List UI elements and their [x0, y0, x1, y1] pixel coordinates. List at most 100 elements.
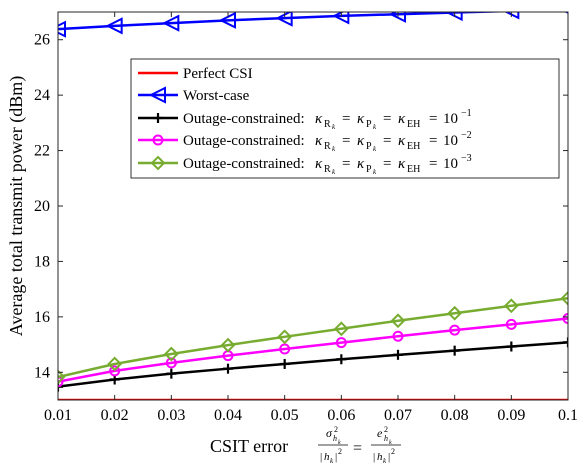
x-tick-label: 0.08 [441, 407, 469, 424]
svg-text:=: = [383, 111, 391, 127]
tick-layer: 0.01 0.02 0.03 0.04 0.05 0.06 0.07 0.08 0.09 0.1 1… [34, 12, 578, 424]
data-point [220, 337, 236, 353]
svg-text:k: k [332, 145, 336, 153]
legend-entry-1: Worst-case [138, 86, 250, 104]
svg-text:|: | [320, 451, 322, 463]
legend-marker [148, 86, 166, 104]
svg-text:=: = [429, 156, 437, 172]
y-tick-label: 22 [34, 143, 50, 160]
series-layer [58, 12, 568, 400]
data-point [333, 321, 349, 337]
series-3 [58, 313, 568, 388]
data-point [107, 356, 123, 372]
svg-text:k: k [373, 145, 377, 153]
data-point [279, 358, 290, 369]
y-tick-label: 24 [34, 87, 50, 104]
data-point [336, 354, 347, 365]
data-point [109, 365, 121, 377]
svg-text:2: 2 [334, 425, 338, 434]
legend-label: Perfect CSI [183, 66, 253, 82]
series-line [58, 341, 568, 388]
y-tick-label: 26 [34, 32, 50, 49]
y-tick-label: 18 [34, 253, 50, 270]
svg-text:σ: σ [326, 426, 333, 440]
x-tick-label: 0.01 [44, 407, 72, 424]
svg-text:R: R [324, 164, 331, 175]
svg-text:κ: κ [357, 111, 365, 127]
data-point [447, 305, 463, 321]
legend-label: Worst-case [183, 88, 250, 104]
data-point [393, 349, 403, 360]
data-point [58, 369, 66, 385]
data-point [166, 368, 177, 379]
svg-text:2: 2 [391, 447, 395, 456]
x-tick-label: 0.03 [157, 407, 185, 424]
svg-text:P: P [366, 119, 372, 130]
data-point [223, 363, 233, 374]
svg-text:h: h [333, 434, 337, 443]
svg-text:e: e [377, 426, 383, 440]
svg-text:R: R [324, 119, 331, 130]
y-axis-label: Average total transmit power (dBm) [6, 76, 27, 337]
x-tick-label: 0.06 [327, 407, 355, 424]
legend-box [130, 58, 560, 179]
svg-text:κ: κ [398, 156, 406, 172]
svg-text:κ: κ [357, 156, 365, 172]
svg-text:|: | [335, 451, 337, 463]
svg-text:κ: κ [398, 111, 406, 127]
x-axis-label-prefix: CSIT error [210, 436, 288, 456]
svg-text:=: = [383, 133, 391, 149]
series-4 [58, 290, 568, 385]
data-point [563, 337, 568, 348]
svg-text:=: = [383, 156, 391, 172]
data-point [392, 330, 404, 342]
svg-text:κ: κ [315, 156, 323, 172]
series-line [58, 12, 517, 31]
svg-text:EH: EH [407, 141, 420, 152]
svg-text:EH: EH [407, 119, 420, 130]
data-point [165, 357, 177, 369]
svg-text:|: | [373, 451, 375, 463]
legend-marker [153, 113, 163, 123]
data-point [58, 376, 64, 388]
data-point [162, 14, 180, 32]
x-tick-label: 0.09 [497, 407, 525, 424]
svg-text:h: h [324, 451, 330, 463]
data-point [388, 12, 406, 23]
legend-value: 10 [443, 133, 458, 149]
svg-text:2: 2 [338, 447, 342, 456]
data-point [562, 313, 568, 325]
legend: Perfect CSI Worst-case Outage-constrained:… [130, 58, 560, 179]
svg-text:=: = [342, 133, 350, 149]
svg-text:k: k [373, 123, 377, 131]
data-point [279, 343, 291, 355]
data-point [105, 17, 123, 35]
legend-value: 10 [443, 156, 458, 172]
svg-text:κ: κ [357, 133, 365, 149]
legend-marker [150, 155, 166, 171]
legend-value: 10 [443, 111, 458, 127]
svg-text:EH: EH [407, 164, 420, 175]
legend-label: Outage-constrained: [183, 111, 305, 127]
svg-text:k: k [389, 440, 392, 446]
svg-text:R: R [324, 141, 331, 152]
legend-label: Outage-constrained: [183, 133, 305, 149]
svg-text:k: k [330, 457, 334, 465]
svg-text:=: = [342, 111, 350, 127]
x-axis-label-formula: σ 2 h k | h k | 2 = e 2 h k | h k | 2 [318, 425, 401, 465]
svg-text:k: k [338, 440, 341, 446]
data-point [277, 329, 293, 345]
legend-label: Outage-constrained: [183, 156, 305, 172]
legend-marker [152, 134, 164, 146]
svg-text:P: P [366, 164, 372, 175]
svg-text:κ: κ [398, 133, 406, 149]
data-point [560, 290, 568, 306]
svg-text:k: k [383, 457, 387, 465]
legend-entries: Perfect CSI Worst-case Outage-constrained:… [138, 66, 472, 176]
